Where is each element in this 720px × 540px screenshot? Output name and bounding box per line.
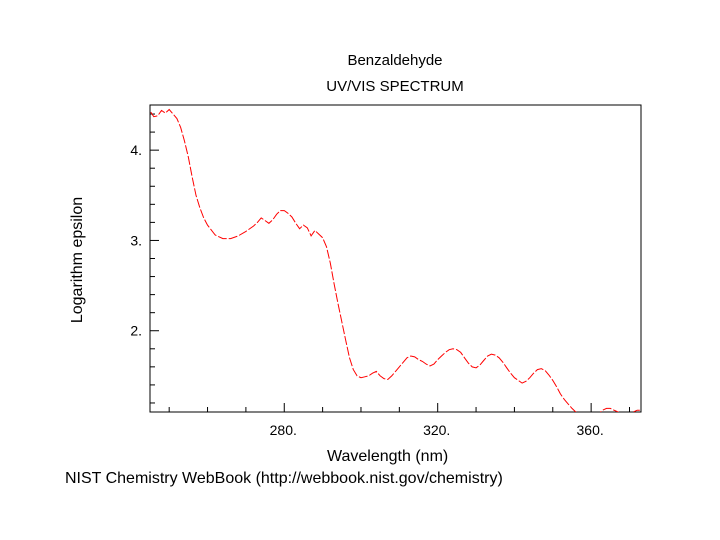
tick-labels: 280. 320. 360. 2. 3. 4. xyxy=(130,142,603,438)
x-tick-label: 360. xyxy=(577,422,604,438)
plot-frame xyxy=(149,104,642,413)
x-tick-label: 280. xyxy=(270,422,297,438)
y-axis-label: Logarithm epsilon xyxy=(69,196,86,324)
x-axis-label: Wavelength (nm) xyxy=(327,448,449,465)
source-credit: NIST Chemistry WebBook (http://webbook.n… xyxy=(65,470,503,487)
spectrum-line xyxy=(150,108,640,412)
x-tick-label: 320. xyxy=(423,422,450,438)
y-tick-label: 3. xyxy=(130,232,142,248)
chart-title: Benzaldehyde xyxy=(347,52,443,69)
chart-subtitle: UV/VIS SPECTRUM xyxy=(326,78,464,95)
y-tick-label: 2. xyxy=(130,323,142,339)
axis-ticks xyxy=(150,113,630,412)
y-tick-label: 4. xyxy=(130,142,142,158)
